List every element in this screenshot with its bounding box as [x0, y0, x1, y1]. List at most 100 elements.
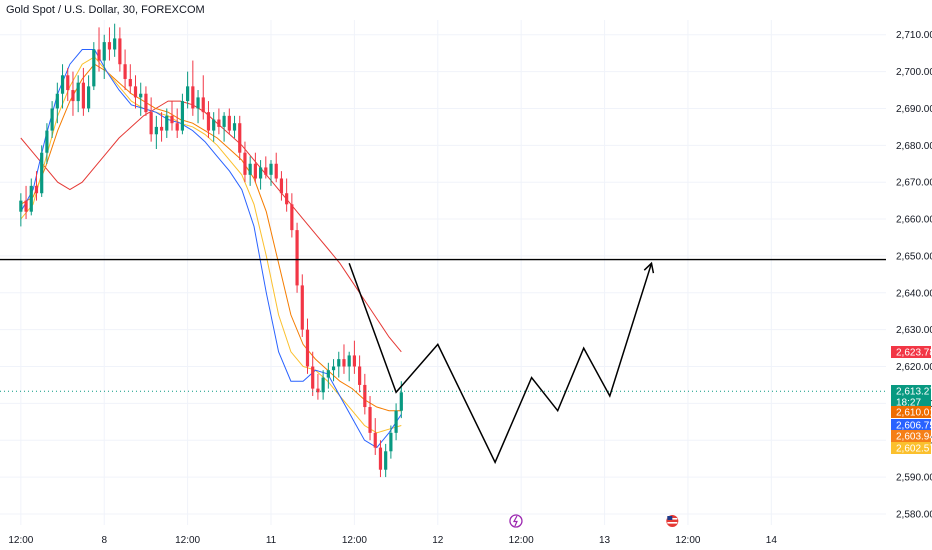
candle-body	[76, 82, 80, 102]
candle-body	[201, 97, 205, 113]
price-tag-label: 2,613.27	[896, 387, 932, 398]
candle-body	[363, 384, 367, 408]
candle-body	[368, 407, 372, 433]
candle-body	[279, 178, 284, 194]
candle-body	[337, 359, 341, 367]
candle-body	[191, 86, 195, 109]
candle-body	[60, 75, 65, 94]
price-tag-label: 2,602.57	[896, 444, 932, 455]
flag-stripe-icon	[667, 522, 678, 524]
price-tag	[891, 385, 931, 397]
moving-average-line	[20, 63, 402, 412]
candle-body	[331, 366, 336, 371]
candle-body	[165, 115, 169, 131]
candle-body	[159, 126, 164, 131]
candle-body	[326, 370, 330, 378]
candle-body	[389, 432, 393, 452]
candle-body	[113, 38, 117, 50]
candle-body	[102, 42, 106, 61]
candle-body	[81, 82, 85, 109]
x-tick-label: 12	[432, 535, 444, 546]
price-tag	[891, 346, 931, 358]
candle-body	[66, 75, 70, 91]
candle-body	[243, 152, 247, 175]
moving-average-line	[20, 100, 402, 353]
candle-body	[133, 86, 138, 98]
candle-body	[128, 78, 132, 87]
y-tick-label: 2,630.00	[896, 325, 932, 336]
x-tick-label: 13	[599, 535, 611, 546]
price-tag	[891, 406, 931, 418]
projection-path[interactable]	[348, 263, 653, 465]
lightning-bolt-icon	[512, 515, 518, 527]
price-tag-label: 2,623.78	[896, 348, 932, 359]
candle-body	[55, 93, 59, 109]
moving-average-line	[20, 56, 402, 434]
candle-body	[175, 123, 179, 131]
candle-body	[180, 101, 185, 131]
candle-body	[295, 230, 299, 286]
candle-body	[45, 130, 49, 153]
y-tick-label: 2,710.00	[896, 30, 932, 41]
candle-body	[378, 447, 383, 470]
candle-body	[71, 90, 75, 102]
price-tag	[891, 430, 931, 442]
candle-body	[206, 112, 211, 131]
x-tick-label: 11	[266, 535, 277, 546]
x-tick-label: 12:00	[8, 535, 33, 546]
candle-body	[311, 366, 315, 389]
candle-body	[196, 97, 200, 109]
candle-body	[186, 86, 190, 102]
candle-body	[384, 451, 388, 470]
candle-body	[305, 329, 310, 367]
candle-body	[144, 93, 148, 113]
y-tick-label: 2,590.00	[896, 473, 932, 484]
candle-body	[50, 108, 54, 131]
x-tick-label: 12:00	[509, 535, 534, 546]
candle-body	[238, 123, 242, 153]
candle-body	[290, 204, 294, 231]
candle-body	[154, 126, 158, 135]
candle-body	[107, 42, 112, 50]
price-tag	[891, 442, 931, 454]
candle-body	[149, 112, 153, 135]
candle-body	[373, 432, 377, 448]
candle-body	[170, 115, 174, 124]
candle-body	[248, 163, 252, 175]
candle-body	[227, 115, 231, 131]
y-tick-label: 2,700.00	[896, 67, 932, 78]
x-tick-label: 12:00	[675, 535, 700, 546]
chart-title: Gold Spot / U.S. Dollar, 30, FOREXCOM	[6, 4, 205, 16]
price-tag-label: 2,610.01	[896, 408, 932, 419]
candle-body	[258, 167, 263, 179]
candle-body	[40, 152, 44, 194]
candle-body	[321, 377, 325, 393]
candle-body	[347, 355, 351, 367]
candle-body	[87, 86, 91, 109]
candle-body	[19, 200, 23, 212]
candle-body	[29, 185, 33, 212]
candle-body	[300, 285, 304, 330]
price-tag-label: 2,606.75	[896, 421, 932, 432]
candle-body	[118, 38, 122, 65]
candle-body	[342, 359, 346, 367]
candle-body	[358, 366, 362, 385]
price-tag-label: 2,603.94	[896, 432, 932, 443]
candle-body	[274, 163, 278, 179]
y-tick-label: 2,670.00	[896, 178, 932, 189]
candle-body	[217, 119, 221, 127]
candle-body	[222, 115, 226, 127]
y-tick-label: 2,640.00	[896, 288, 932, 299]
candle-body	[264, 167, 268, 175]
candle-body	[352, 355, 356, 367]
price-tag-label: 18:27	[896, 398, 921, 409]
candle-body	[232, 123, 237, 131]
y-tick-label: 2,690.00	[896, 104, 932, 115]
candle-body	[123, 64, 127, 79]
candle-body	[212, 119, 216, 131]
x-tick-label: 12:00	[175, 535, 200, 546]
candle-body	[285, 193, 289, 205]
y-tick-label: 2,580.00	[896, 509, 932, 520]
y-tick-label: 2,660.00	[896, 215, 932, 226]
